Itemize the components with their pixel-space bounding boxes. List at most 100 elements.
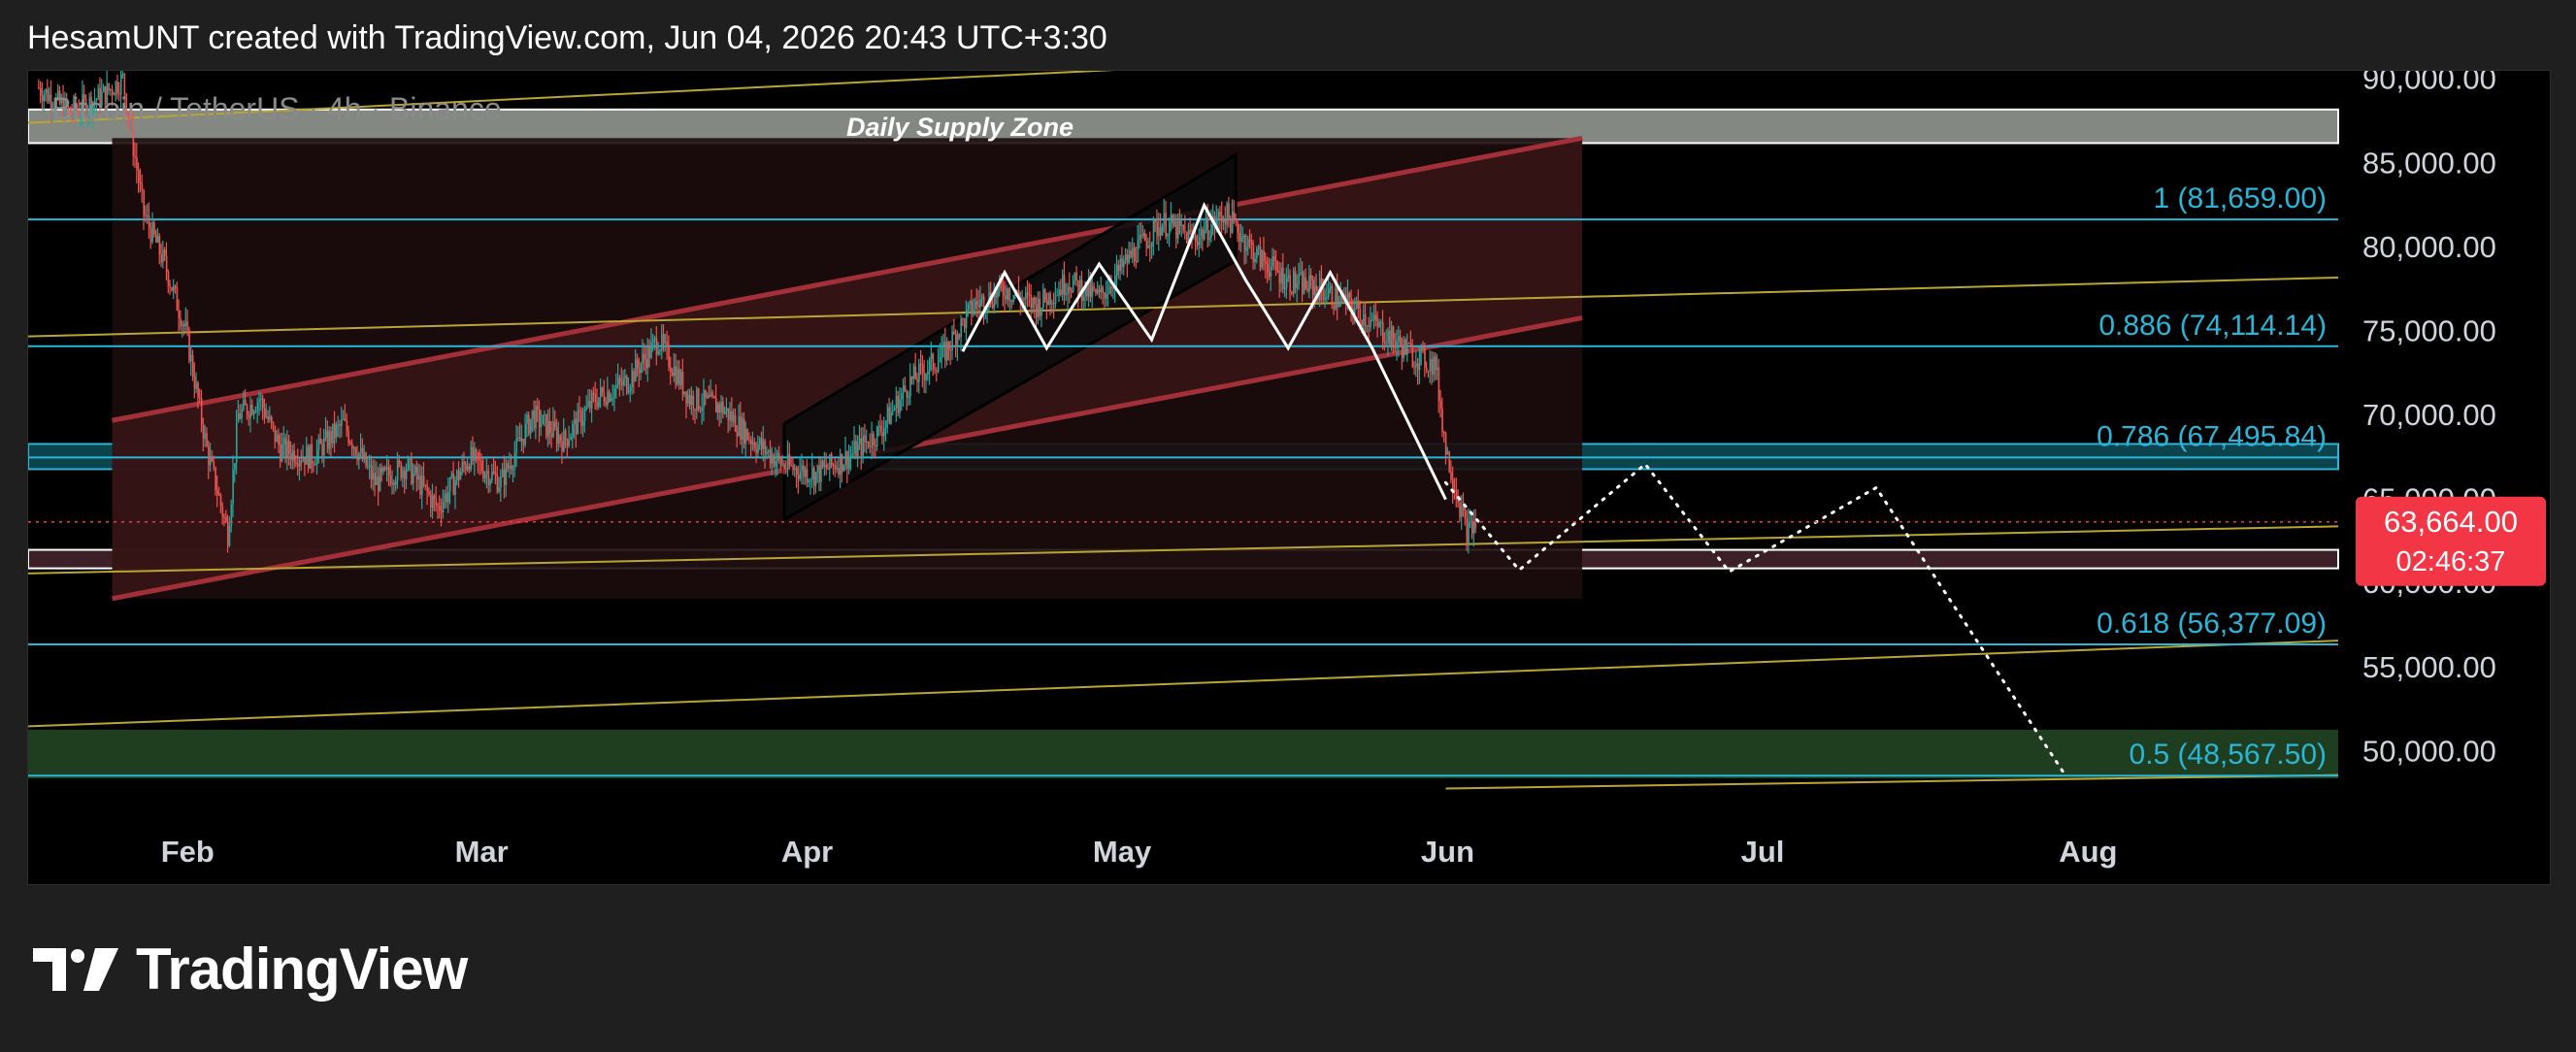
candle-body <box>190 354 192 362</box>
candle-body <box>1333 305 1336 310</box>
candle-body <box>86 111 89 116</box>
candle-body <box>199 397 201 399</box>
candle-body <box>197 382 199 398</box>
candle-body <box>493 472 495 474</box>
candle-body <box>981 296 983 300</box>
candle-body <box>433 495 436 499</box>
x-tick-label: Jul <box>1741 835 1785 869</box>
candle-body <box>151 222 154 243</box>
candle-body <box>218 494 220 496</box>
candle-body <box>1007 288 1009 301</box>
candle-body <box>1051 303 1053 305</box>
candle-body <box>526 414 528 424</box>
candle-body <box>147 215 149 217</box>
candle-body <box>559 435 562 442</box>
candle-body <box>1270 266 1272 278</box>
candle-body <box>794 468 796 470</box>
candle-body <box>771 455 774 464</box>
candle-body <box>997 288 999 298</box>
candle-body <box>1104 292 1106 299</box>
candle-body <box>1012 295 1015 303</box>
trendline-5 <box>1445 773 2339 790</box>
tradingview-brand[interactable]: TradingView <box>33 936 468 1003</box>
candle-body <box>875 426 878 446</box>
candle-body <box>512 468 514 470</box>
candle-body <box>1437 367 1440 401</box>
candle-body <box>734 414 737 432</box>
candle-body <box>995 292 998 298</box>
price-chart[interactable]: 1 (81,659.00) 0.886 (74,114.14) 0.786 (67,… <box>27 70 2551 885</box>
candle-body <box>742 418 743 440</box>
candle-body <box>40 87 42 96</box>
candle-body <box>1158 227 1160 237</box>
candle-body <box>855 441 857 459</box>
candle-body <box>918 363 920 382</box>
candle-body <box>1245 247 1247 251</box>
candle-body <box>38 87 40 89</box>
candle-body <box>582 420 584 427</box>
chart-canvas[interactable]: 1 (81,659.00) 0.886 (74,114.14) 0.786 (67,… <box>28 71 2552 886</box>
candle-body <box>258 399 261 403</box>
candle-body <box>1047 292 1050 306</box>
candle-body <box>188 329 190 362</box>
candle-body <box>1163 213 1166 225</box>
candle-body <box>319 438 322 444</box>
bar-countdown: 02:46:37 <box>2396 546 2506 577</box>
candle-body <box>760 438 763 449</box>
candle-body <box>892 410 894 412</box>
candle-body <box>307 446 310 469</box>
candle-body <box>112 89 114 95</box>
candle-body <box>293 449 296 464</box>
candle-body <box>611 397 614 399</box>
candle-body <box>947 341 950 350</box>
candle-body <box>1143 233 1146 241</box>
candle-body <box>661 334 663 350</box>
candle-body <box>1436 367 1438 371</box>
candle-body <box>1350 297 1353 309</box>
head-and-shoulders-path <box>961 202 1447 501</box>
candle-body <box>1391 326 1393 345</box>
symbol-title: Bitcoin / TetherUS · 4h · Binance <box>51 91 502 126</box>
candle-body <box>613 387 616 398</box>
candle-body <box>942 341 944 346</box>
candle-body <box>677 369 678 385</box>
candle-body <box>932 353 935 370</box>
candle-body <box>1366 325 1369 327</box>
candle-body <box>1441 409 1443 432</box>
candle-body <box>295 463 297 465</box>
candle-body <box>1427 370 1430 372</box>
fib-label-0.5: 0.5 (48,567.50) <box>2130 739 2327 771</box>
candle-body <box>195 382 198 389</box>
candle-body <box>1376 320 1379 327</box>
candle-body <box>284 438 287 458</box>
candle-body <box>356 454 358 461</box>
x-tick-label: Jun <box>1421 835 1474 869</box>
candle-body <box>374 473 377 485</box>
candle-body <box>215 467 216 491</box>
candle-body <box>813 468 815 486</box>
candle-body <box>528 414 530 434</box>
candle-body <box>1056 294 1059 297</box>
candle-body <box>1289 275 1291 292</box>
candle-body <box>1114 275 1116 289</box>
candle-body <box>967 304 970 311</box>
candle-body <box>705 389 707 398</box>
candle-body <box>263 408 266 418</box>
candle-body <box>1254 258 1256 262</box>
candle-body <box>1320 278 1323 290</box>
fib-label-1: 1 (81,659.00) <box>2154 182 2327 214</box>
candle-body <box>1126 254 1129 264</box>
candle-body <box>736 431 739 436</box>
candle-body <box>1021 298 1024 304</box>
candle-body <box>297 463 299 467</box>
candle-body <box>1249 239 1251 243</box>
candle-body <box>696 388 698 411</box>
candle-body <box>899 399 901 413</box>
candle-body <box>454 480 456 495</box>
candle-body <box>143 189 146 215</box>
candle-body <box>402 470 404 478</box>
candle-body <box>517 437 519 439</box>
candle-body <box>886 407 889 422</box>
candle-body <box>1075 272 1078 280</box>
candle-body <box>1471 521 1473 534</box>
